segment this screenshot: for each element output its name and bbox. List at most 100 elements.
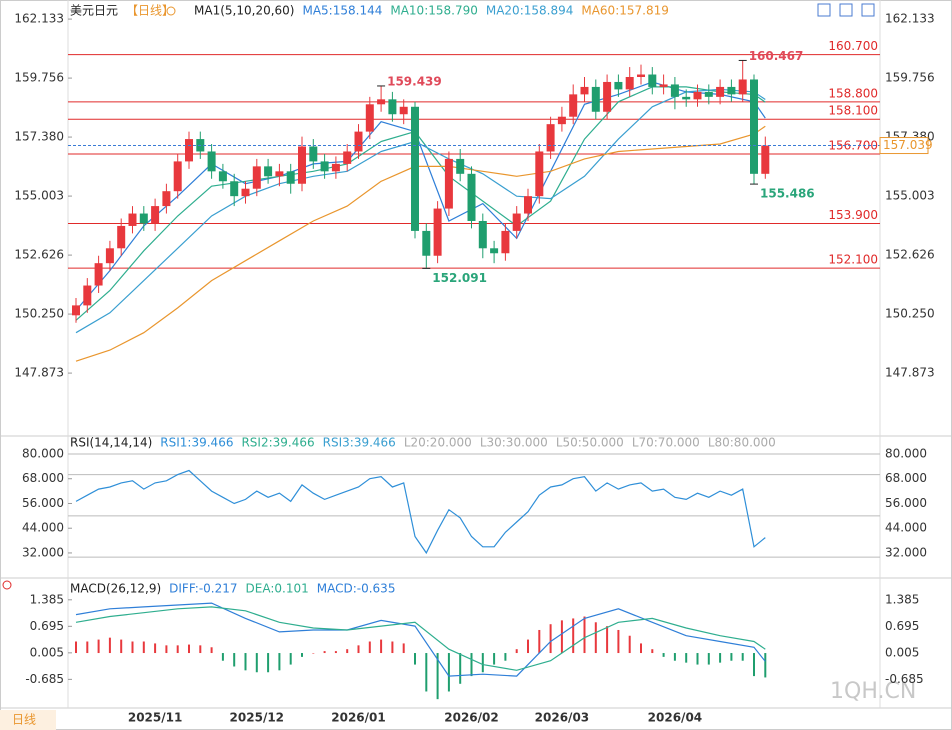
tool-button[interactable] [839,3,853,17]
y-tick-label: 159.756 [885,71,935,85]
macd-bar [199,645,202,654]
candle-body [331,163,340,172]
candle-body [139,213,148,224]
macd-bar [323,651,326,654]
candle-body [275,171,284,177]
macd-bar [549,624,552,654]
macd-bar [753,653,755,677]
macd-bar [470,653,473,677]
macd-bar [459,653,462,684]
candle-body [456,158,465,174]
macd-bar [97,639,100,654]
candle-body [738,79,747,95]
series-line [75,88,766,334]
series-line [75,469,766,555]
macd-bar [357,645,360,654]
legend-entry: MA1(5,10,20,60) [194,4,294,18]
candle-body [207,151,216,172]
macd-bar [719,653,722,663]
candle-body [94,263,103,286]
candle-body [309,146,318,162]
series-line [75,125,766,362]
legend-entry: L50:50.000 [556,436,624,450]
legend-entry: 【日线】 [126,4,174,18]
legend-entry: MA60:157.819 [581,4,669,18]
period-tab-bg[interactable] [0,710,56,730]
macd-bar [515,649,518,654]
candle-body [444,158,453,209]
x-tick-label: 2025/11 [128,711,182,725]
indicator-icon [2,580,12,590]
level-label: 153.900 [828,208,878,222]
legend-entry: MA5:158.144 [302,4,382,18]
candle-body [535,151,544,197]
y-tick-label: -0.685 [25,672,64,686]
y-tick-label: 32.000 [885,545,927,559]
macd-bar [233,653,236,667]
candle-body [648,74,657,87]
legend-entry: RSI(14,14,14) [70,436,152,450]
macd-bar [346,649,349,654]
settings-icon[interactable] [166,6,176,16]
candle-body [162,191,171,207]
y-tick-label: 1.385 [885,592,919,606]
candle-body [524,196,532,214]
y-tick-label: 155.003 [14,189,64,203]
y-tick-label: 147.873 [885,366,935,380]
y-tick-label: 1.385 [30,592,64,606]
tool-button[interactable] [817,3,831,17]
macd-bar [730,653,733,661]
y-tick-label: 56.000 [885,496,927,510]
macd-bar [108,637,111,654]
candle-body [377,99,386,105]
y-tick-label: 56.000 [22,496,64,510]
candle-body [365,104,374,132]
series-line [75,606,766,671]
macd-bar [120,639,123,654]
candle-body [557,116,566,125]
y-tick-label: 32.000 [22,545,64,559]
x-tick-label: 2026/01 [331,711,385,725]
level-label: 152.100 [828,253,878,267]
macd-bar [289,653,292,665]
extreme-label: 159.439 [387,74,442,88]
y-tick-label: 68.000 [885,471,927,485]
candle-body [72,305,80,316]
macd-bar [301,653,303,657]
macd-bar [685,653,688,663]
legend-entry: MA20:158.894 [486,4,574,18]
current-price-label: 157.039 [883,138,933,152]
legend-entry: MACD(26,12,9) [70,582,161,596]
macd-bar [606,626,609,654]
period-tab[interactable]: 日线 [12,713,36,727]
watermark: 1QH.CN [830,679,916,704]
macd-bar [402,643,405,654]
macd-bar [594,622,597,654]
x-tick-label: 2026/02 [444,711,498,725]
toolbar[interactable] [817,3,875,17]
candle-body [512,213,521,231]
y-tick-label: 0.695 [30,619,64,633]
candle-body [591,86,600,112]
candle-body [354,131,363,152]
candle-body [241,188,250,197]
tool-button[interactable] [861,3,875,17]
candle-body [761,145,770,174]
candle-body [320,161,329,172]
y-tick-label: 44.000 [22,521,64,535]
candle-body [580,86,589,95]
macd-bar [628,635,631,654]
macd-bar [312,653,315,654]
legend-entry: L20:20.000 [404,436,472,450]
macd-bar [504,653,507,661]
macd-bar [527,639,529,654]
macd-bar [572,618,575,654]
y-tick-label: 162.133 [885,12,935,26]
macd-bar [583,616,586,654]
y-tick-label: 159.756 [14,71,64,85]
y-tick-label: -0.685 [885,672,924,686]
candle-body [218,171,227,182]
macd-bar [188,644,190,654]
macd-bar [447,653,450,692]
